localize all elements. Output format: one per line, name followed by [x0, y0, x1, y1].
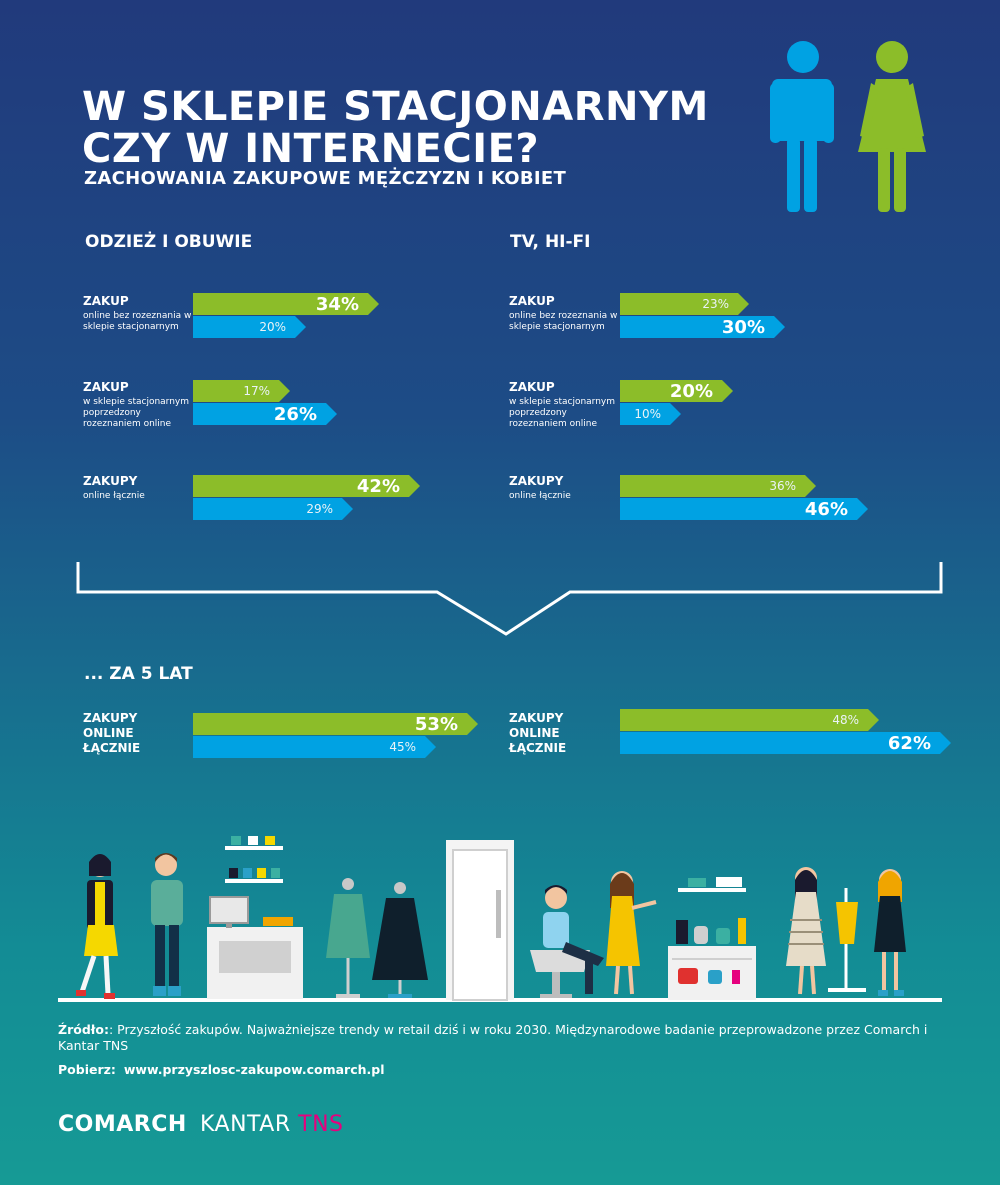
kantar-tns-logo: KANTAR TNS [200, 1112, 344, 1137]
download-link[interactable]: www.przyszlosc-zakupow.comarch.pl [123, 1062, 385, 1077]
fitting-room-door-icon [446, 840, 514, 1001]
checkout-counter-icon [207, 836, 303, 999]
section-title-tv: TV, HI-FI [510, 232, 591, 252]
bar-value-label: 20% [259, 320, 286, 334]
section-title-future: ... ZA 5 LAT [84, 664, 193, 684]
gender-icons [770, 41, 926, 212]
source-note: Źródło:: Przyszłość zakupów. Najważniejs… [58, 1022, 928, 1053]
bar-value-label: 48% [832, 713, 859, 727]
bar-green-2-0: 53% [193, 713, 478, 735]
mannequin-black-dress-icon [372, 882, 428, 998]
bar-green-0-0: 34% [193, 293, 379, 315]
bar-value-label: 29% [306, 502, 333, 516]
clothes-rack-icon [828, 888, 866, 992]
bar-blue-2-0: 45% [193, 736, 436, 758]
bar-green-3-0: 48% [620, 709, 879, 731]
woman-striped-dress-icon [786, 867, 826, 995]
male-figure-icon [770, 41, 834, 212]
bar-green-1-1: 20% [620, 380, 733, 402]
row-label-online-total: ZAKUPY online łącznie [83, 474, 145, 501]
female-figure-icon [858, 41, 926, 212]
bar-value-label: 10% [634, 407, 661, 421]
bar-blue-0-0: 20% [193, 316, 306, 338]
bar-blue-1-2: 46% [620, 498, 868, 520]
bar-value-label: 53% [414, 713, 458, 735]
bar-blue-1-0: 30% [620, 316, 785, 338]
bar-value-label: 62% [887, 732, 931, 754]
bar-green-0-2: 42% [193, 475, 420, 497]
row-label-online-total: ZAKUPY online łącznie [509, 474, 571, 501]
bar-value-label: 30% [721, 316, 765, 338]
woman-yellow-dress-icon [606, 871, 657, 995]
bar-value-label: 34% [315, 293, 359, 315]
bar-value-label: 45% [389, 740, 416, 754]
section-title-clothing: ODZIEŻ I OBUWIE [85, 232, 253, 252]
bar-green-1-0: 23% [620, 293, 749, 315]
bar-blue-1-1: 10% [620, 403, 681, 425]
bar-green-1-2: 36% [620, 475, 816, 497]
mannequin-green-dress-icon [326, 878, 370, 998]
man-green-shirt-icon [151, 853, 183, 996]
row-label-store-after-online: ZAKUP w sklepie stacjonarnym poprzedzony… [83, 380, 190, 429]
bar-value-label: 23% [702, 297, 729, 311]
bar-value-label: 46% [804, 498, 848, 520]
bar-value-label: 20% [669, 380, 713, 402]
woman-blonde-icon [874, 869, 906, 996]
woman-yellow-skirt-icon [76, 854, 118, 999]
row-label-online-no-research: ZAKUP online bez rozeznania w sklepie st… [83, 294, 192, 332]
bar-value-label: 26% [273, 403, 317, 425]
man-sitting-chair-icon [530, 885, 604, 998]
bar-blue-0-2: 29% [193, 498, 353, 520]
bar-value-label: 17% [243, 384, 270, 398]
page-subtitle: ZACHOWANIA ZAKUPOWE MĘŻCZYZN I KOBIET [84, 168, 567, 189]
row-label-future-right: ZAKUPY ONLINE ŁĄCZNIE [509, 711, 567, 755]
bar-blue-3-0: 62% [620, 732, 951, 754]
bar-value-label: 36% [769, 479, 796, 493]
bar-blue-0-1: 26% [193, 403, 337, 425]
comarch-logo: COMARCH [58, 1112, 187, 1137]
download-note: Pobierz: www.przyszlosc-zakupow.comarch.… [58, 1062, 385, 1077]
bar-green-0-1: 17% [193, 380, 290, 402]
bar-value-label: 42% [356, 475, 400, 497]
page-title: W SKLEPIE STACJONARNYM CZY W INTERNECIE? [82, 84, 709, 172]
row-label-store-after-online: ZAKUP w sklepie stacjonarnym poprzedzony… [509, 380, 616, 429]
row-label-future-left: ZAKUPY ONLINE ŁĄCZNIE [83, 711, 141, 755]
handbag-shelf-icon [668, 877, 756, 1000]
row-label-online-no-research: ZAKUP online bez rozeznania w sklepie st… [509, 294, 618, 332]
